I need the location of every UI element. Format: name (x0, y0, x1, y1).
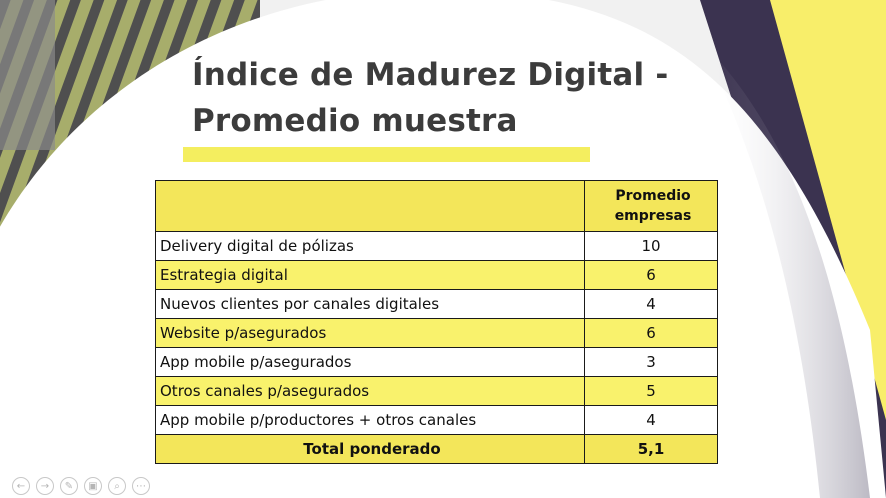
fold-shade (700, 40, 870, 498)
table-row: Estrategia digital 6 (155, 260, 718, 290)
row-label: Nuevos clientes por canales digitales (155, 289, 585, 319)
maturity-table: Promedio empresas Delivery digital de pó… (155, 180, 718, 464)
row-value: 3 (584, 347, 718, 377)
header-line-2: empresas (614, 208, 692, 224)
row-value: 10 (584, 231, 718, 261)
row-label: Otros canales p/asegurados (155, 376, 585, 406)
row-value: 6 (584, 318, 718, 348)
total-value: 5,1 (584, 434, 718, 464)
table-row: Website p/asegurados 6 (155, 318, 718, 348)
more-icon[interactable]: ⋯ (132, 477, 150, 495)
pen-icon[interactable]: ✎ (60, 477, 78, 495)
row-label: Delivery digital de pólizas (155, 231, 585, 261)
gray-corner (0, 0, 55, 150)
row-label: App mobile p/asegurados (155, 347, 585, 377)
header-empty-cell (155, 180, 585, 232)
row-value: 5 (584, 376, 718, 406)
title-line-1: Índice de Madurez Digital - (192, 57, 669, 93)
table-header-row: Promedio empresas (155, 180, 718, 232)
total-label: Total ponderado (155, 434, 585, 464)
table-row: App mobile p/productores + otros canales… (155, 405, 718, 435)
row-label: App mobile p/productores + otros canales (155, 405, 585, 435)
table-row: Delivery digital de pólizas 10 (155, 231, 718, 261)
back-arrow-icon[interactable]: ← (12, 477, 30, 495)
title-line-2: Promedio muestra (192, 103, 518, 139)
forward-arrow-icon[interactable]: → (36, 477, 54, 495)
slide-title: Índice de Madurez Digital - Promedio mue… (192, 52, 668, 144)
row-label: Website p/asegurados (155, 318, 585, 348)
row-value: 4 (584, 405, 718, 435)
row-label: Estrategia digital (155, 260, 585, 290)
table-row: Nuevos clientes por canales digitales 4 (155, 289, 718, 319)
header-promedio-cell: Promedio empresas (584, 180, 718, 232)
title-underline (183, 147, 590, 162)
slides-icon[interactable]: ▣ (84, 477, 102, 495)
presentation-controls: ← → ✎ ▣ ⌕ ⋯ (12, 477, 150, 495)
header-line-1: Promedio (615, 188, 691, 204)
row-value: 6 (584, 260, 718, 290)
table-row: App mobile p/asegurados 3 (155, 347, 718, 377)
table-total-row: Total ponderado 5,1 (155, 434, 718, 464)
row-value: 4 (584, 289, 718, 319)
zoom-icon[interactable]: ⌕ (108, 477, 126, 495)
table-row: Otros canales p/asegurados 5 (155, 376, 718, 406)
